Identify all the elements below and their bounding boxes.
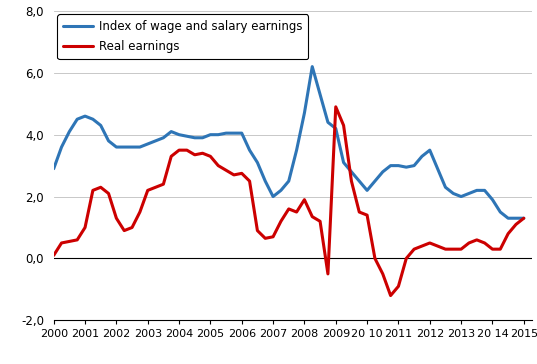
Index of wage and salary earnings: [466, 191, 472, 196]
Index of wage and salary earnings: [520, 216, 527, 220]
Real earnings: [215, 163, 221, 168]
Index of wage and salary earnings: [340, 160, 347, 165]
Real earnings: [160, 182, 166, 186]
Index of wage and salary earnings: [160, 135, 166, 140]
Real earnings: [387, 293, 394, 298]
Real earnings: [144, 188, 151, 193]
Index of wage and salary earnings: [215, 132, 221, 137]
Real earnings: [474, 238, 480, 242]
Index of wage and salary earnings: [144, 142, 151, 146]
Index of wage and salary earnings: [505, 216, 511, 220]
Real earnings: [340, 123, 347, 128]
Legend: Index of wage and salary earnings, Real earnings: Index of wage and salary earnings, Real …: [57, 15, 308, 59]
Real earnings: [301, 197, 308, 202]
Line: Index of wage and salary earnings: Index of wage and salary earnings: [54, 67, 524, 218]
Real earnings: [332, 105, 339, 109]
Real earnings: [50, 253, 57, 258]
Index of wage and salary earnings: [50, 166, 57, 171]
Index of wage and salary earnings: [309, 64, 315, 69]
Index of wage and salary earnings: [301, 111, 308, 115]
Line: Real earnings: Real earnings: [54, 107, 524, 296]
Real earnings: [520, 216, 527, 220]
